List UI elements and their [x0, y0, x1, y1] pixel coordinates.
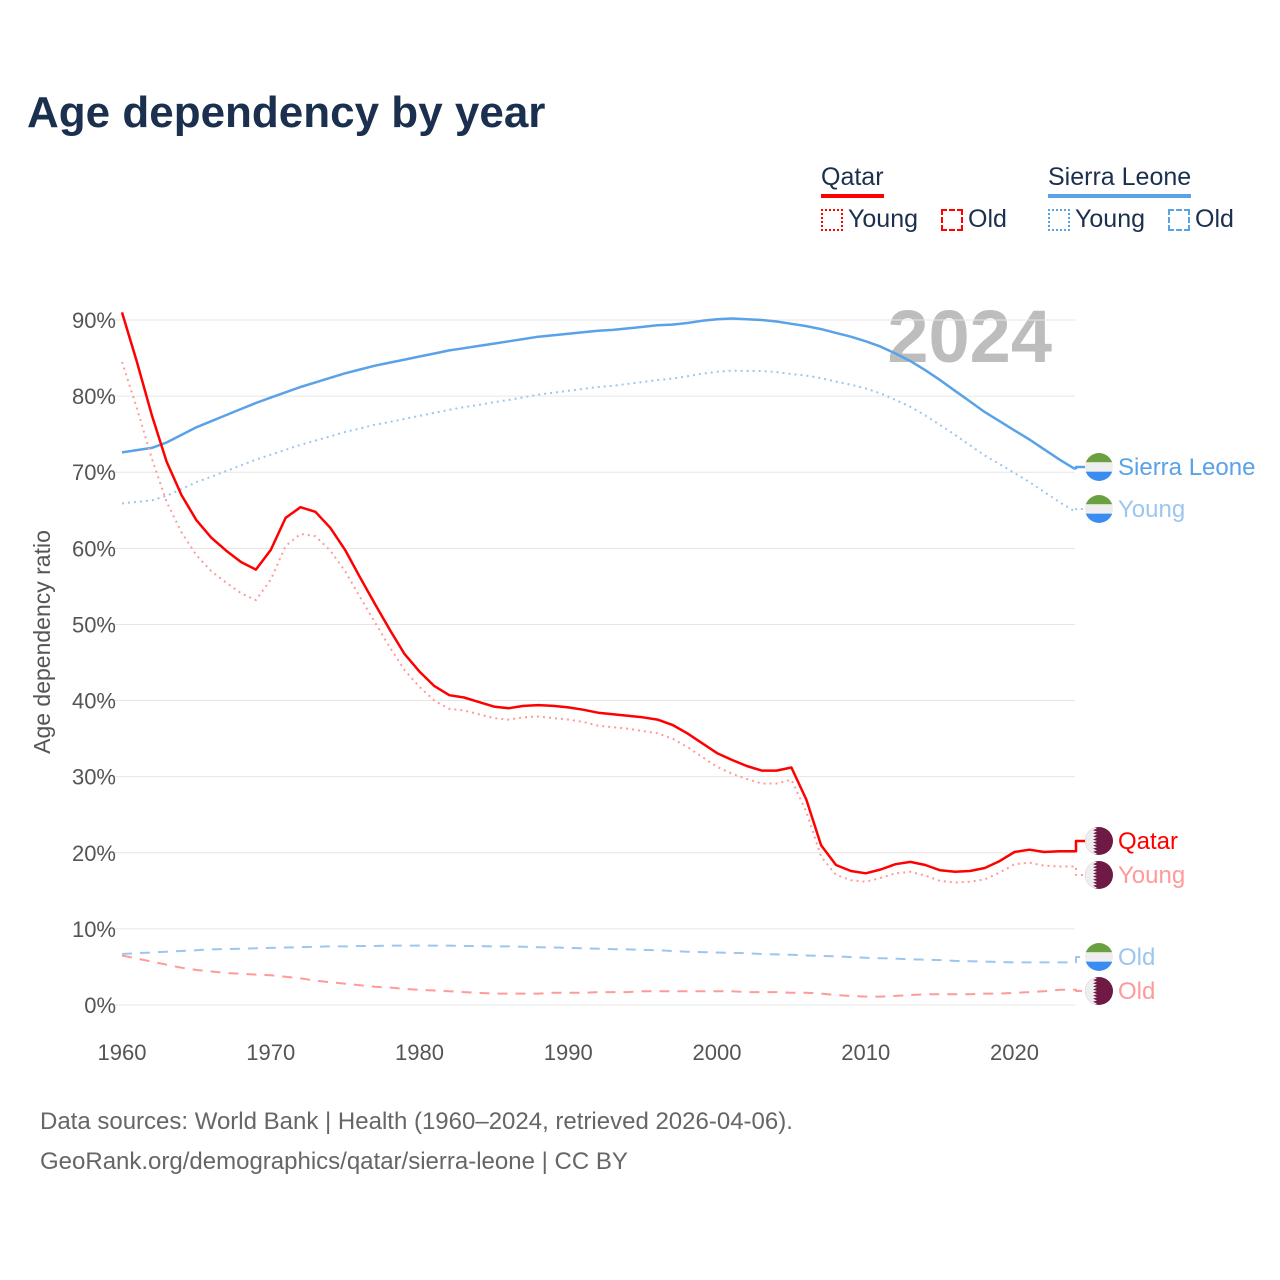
series-line-qatar[interactable] [120, 312, 1086, 875]
sierra-leone-flag-icon [1085, 453, 1113, 481]
end-label: Young [1118, 496, 1185, 523]
legend-sierra-leone-young[interactable]: Young [1048, 205, 1145, 234]
dashed-swatch-icon [941, 208, 963, 231]
dotted-swatch-icon [1048, 208, 1070, 231]
end-label: Young [1118, 862, 1185, 889]
series-line-qatar-young[interactable] [121, 361, 1086, 884]
legend-label: Young [1075, 205, 1145, 233]
y-axis-label: Age dependency ratio [29, 530, 55, 754]
legend-sierra-leone-old[interactable]: Old [1168, 205, 1234, 234]
x-tick-label: 2000 [693, 1040, 742, 1065]
end-label: Sierra Leone [1118, 454, 1255, 481]
y-tick-label: 40% [72, 689, 116, 714]
series-line-sierra-leone-old[interactable] [121, 944, 1086, 964]
qatar-flag-icon [1085, 977, 1113, 1005]
y-tick-label: 80% [72, 384, 116, 409]
x-tick-label: 1990 [544, 1040, 593, 1065]
sierra-leone-flag-icon [1085, 495, 1113, 523]
y-tick-label: 30% [72, 765, 116, 790]
x-tick-label: 1970 [246, 1040, 295, 1065]
legend-label: Young [848, 205, 918, 233]
legend-sierra-leone[interactable]: Sierra Leone [1048, 163, 1192, 198]
dashed-swatch-icon [1168, 208, 1190, 231]
end-label: Old [1118, 978, 1155, 1005]
x-tick-label: 2020 [990, 1040, 1039, 1065]
sierra-leone-flag-icon [1085, 943, 1113, 971]
y-tick-label: 10% [72, 917, 116, 942]
chart-title: Age dependency by year [27, 88, 546, 137]
legend-qatar[interactable]: Qatar [821, 163, 884, 198]
legend-label: Old [968, 205, 1007, 233]
y-tick-label: 50% [72, 612, 116, 637]
year-watermark: 2024 [887, 295, 1052, 378]
x-tick-label: 2010 [841, 1040, 890, 1065]
legend-label: Old [1195, 205, 1234, 233]
y-tick-label: 70% [72, 460, 116, 485]
y-tick-label: 0% [84, 993, 116, 1018]
qatar-flag-icon [1085, 861, 1113, 889]
legend-qatar-young[interactable]: Young [821, 205, 918, 234]
x-tick-label: 1980 [395, 1040, 444, 1065]
series-line-qatar-old[interactable] [121, 954, 1086, 998]
series-line-sierra-leone[interactable] [121, 317, 1086, 470]
series-line-sierra-leone-young[interactable] [121, 369, 1086, 512]
footer-sources: Data sources: World Bank | Health (1960–… [40, 1108, 793, 1135]
y-tick-label: 60% [72, 536, 116, 561]
y-tick-label: 90% [72, 308, 116, 333]
end-label: Old [1118, 944, 1155, 971]
x-tick-label: 1960 [98, 1040, 147, 1065]
dotted-swatch-icon [821, 208, 843, 231]
footer-link[interactable]: GeoRank.org/demographics/qatar/sierra-le… [40, 1148, 628, 1175]
legend-qatar-old[interactable]: Old [941, 205, 1007, 234]
y-tick-label: 20% [72, 841, 116, 866]
end-label: Qatar [1118, 828, 1178, 855]
qatar-flag-icon [1085, 827, 1113, 855]
